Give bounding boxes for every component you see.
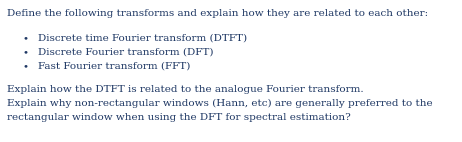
Text: rectangular window when using the DFT for spectral estimation?: rectangular window when using the DFT fo… <box>7 113 351 122</box>
Text: Explain why non-rectangular windows (Hann, etc) are generally preferred to the: Explain why non-rectangular windows (Han… <box>7 99 432 108</box>
Text: •: • <box>22 62 28 71</box>
Text: Discrete time Fourier transform (DTFT): Discrete time Fourier transform (DTFT) <box>38 34 247 43</box>
Text: Explain how the DTFT is related to the analogue Fourier transform.: Explain how the DTFT is related to the a… <box>7 85 364 94</box>
Text: Fast Fourier transform (FFT): Fast Fourier transform (FFT) <box>38 62 190 71</box>
Text: •: • <box>22 48 28 57</box>
Text: •: • <box>22 34 28 43</box>
Text: Define the following transforms and explain how they are related to each other:: Define the following transforms and expl… <box>7 9 428 18</box>
Text: Discrete Fourier transform (DFT): Discrete Fourier transform (DFT) <box>38 48 213 57</box>
